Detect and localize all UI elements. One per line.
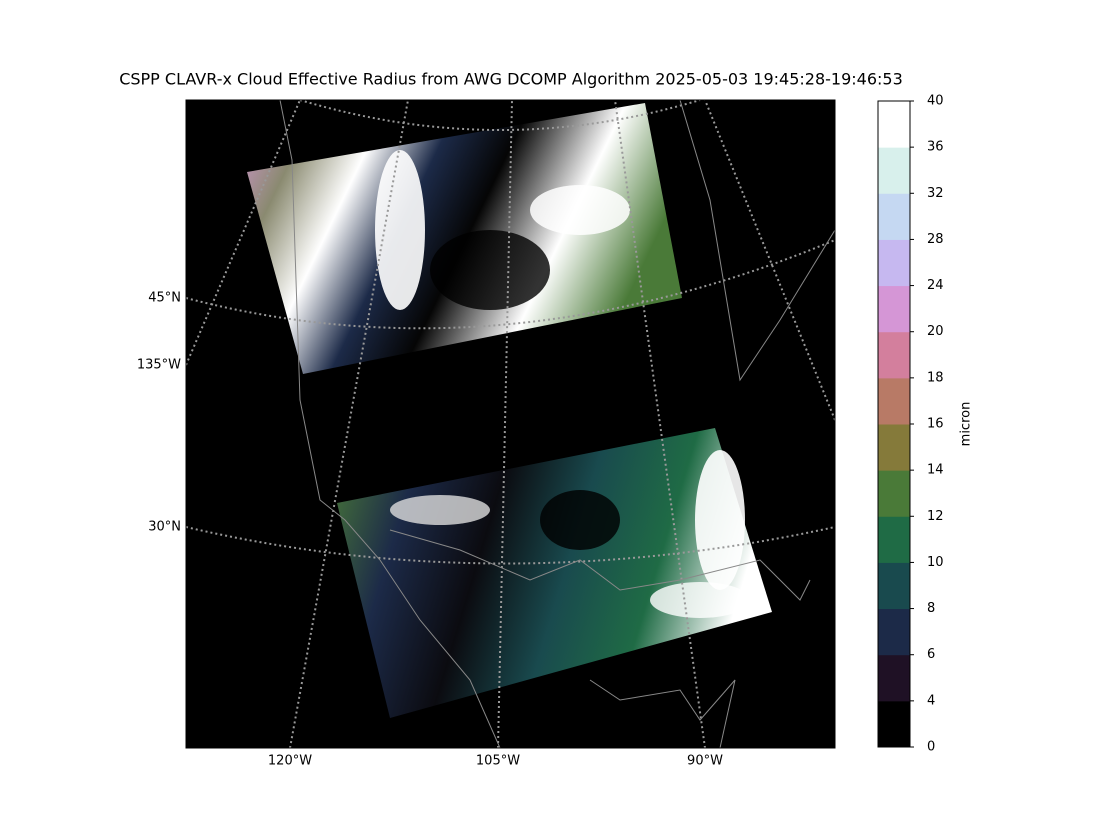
colorbar-label: micron [959, 402, 974, 447]
cloud [695, 450, 745, 590]
colorbar-tick-label: 12 [927, 509, 944, 524]
colorbar-tick-label: 10 [927, 555, 944, 570]
lon-label: 105°W [476, 754, 520, 769]
colorbar-bin [878, 700, 910, 748]
colorbar-tick-label: 32 [927, 186, 944, 201]
colorbar-bin [878, 193, 910, 240]
graticule [186, 526, 835, 565]
lon-label: 135°W [137, 358, 181, 373]
colorbar-bin [878, 470, 910, 517]
cloud [375, 150, 425, 310]
colorbar-tick-label: 28 [927, 232, 944, 247]
colorbar-bin [878, 101, 910, 148]
coastline [589, 679, 736, 748]
title: CSPP CLAVR-x Cloud Effective Radius from… [119, 70, 903, 89]
coastline [279, 100, 501, 748]
colorbar-tick-label: 20 [927, 324, 944, 339]
colorbar-tick-label: 6 [927, 647, 935, 662]
colorbar-tick-label: 18 [927, 370, 944, 385]
lat-label: 30°N [148, 520, 181, 535]
lat-label: 45°N [148, 291, 181, 306]
graticule [299, 100, 701, 131]
graticule [186, 239, 835, 330]
colorbar-bin [878, 285, 910, 333]
colorbar-tick-label: 36 [927, 140, 944, 155]
colorbar-tick-label: 0 [927, 740, 935, 755]
cloud [530, 185, 630, 235]
colorbar-tick-label: 14 [927, 463, 944, 478]
lon-label: 120°W [268, 754, 312, 769]
map [186, 100, 835, 748]
lon-label: 90°W [687, 754, 723, 769]
graticule [614, 100, 706, 748]
cloud [650, 582, 750, 618]
colorbar: 0 4 6 8 10 12 14 16 18 20 24 28 32 36 40 [877, 94, 944, 755]
colorbar-tick-label: 16 [927, 417, 944, 432]
colorbar-bin [878, 654, 910, 702]
colorbar-bin [878, 608, 910, 656]
clear-area [430, 230, 550, 310]
colorbar-bin [878, 562, 910, 610]
border [389, 529, 811, 601]
map-frame [185, 99, 836, 749]
coastline [679, 100, 835, 382]
colorbar-bin [878, 331, 910, 379]
colorbar-tick-label: 4 [927, 693, 935, 708]
colorbar-tick-label: 8 [927, 601, 935, 616]
graticule [186, 100, 301, 366]
colorbar-bin [878, 516, 910, 563]
colorbar-tick-label: 40 [927, 94, 944, 109]
graticule [497, 100, 513, 748]
colorbar-bin [878, 377, 910, 425]
clear-area [540, 490, 620, 550]
colorbar-bin [878, 424, 910, 471]
cloud [390, 495, 490, 525]
colorbar-tick-label: 24 [927, 278, 944, 293]
colorbar-bin [878, 239, 910, 287]
colorbar-bin [878, 147, 910, 194]
